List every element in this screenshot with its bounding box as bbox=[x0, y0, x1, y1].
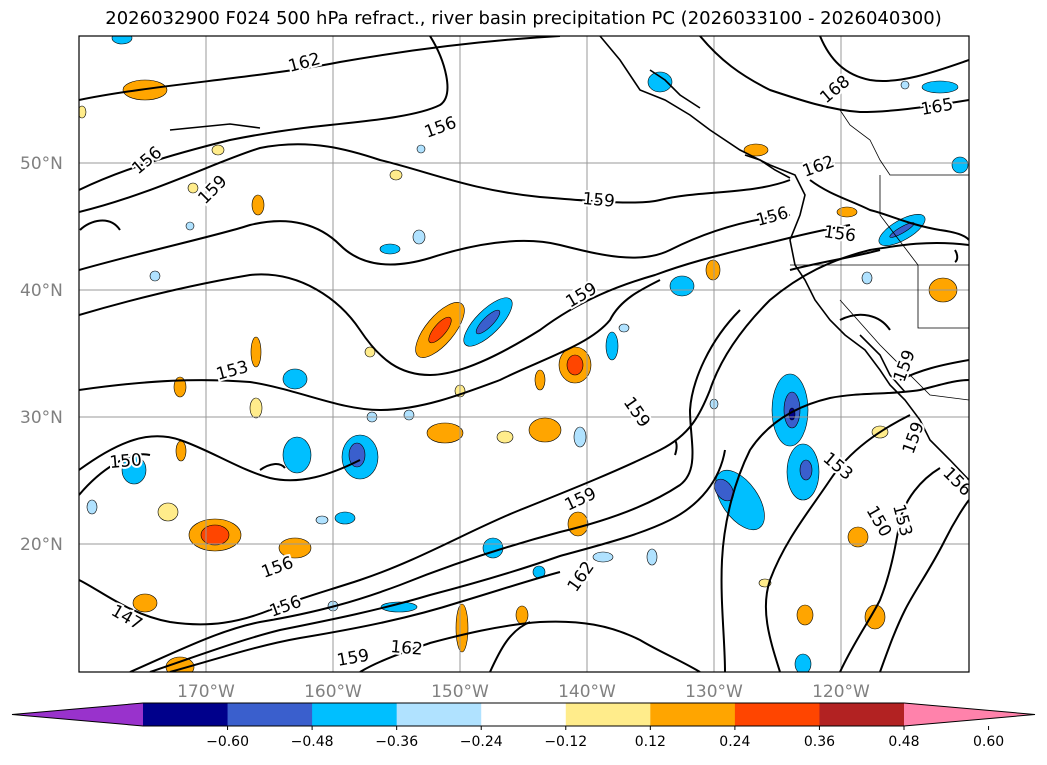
lat-label-40n: 40°N bbox=[20, 281, 63, 301]
lat-label-30n: 30°N bbox=[20, 408, 63, 428]
lat-label-20n: 20°N bbox=[20, 535, 63, 555]
graticule bbox=[79, 36, 969, 672]
svg-text:165: 165 bbox=[919, 95, 954, 120]
latitude-labels: 50°N 40°N 30°N 20°N bbox=[20, 154, 63, 555]
colorbar-segment bbox=[143, 703, 229, 726]
svg-text:150: 150 bbox=[109, 450, 143, 473]
colorbar-tick-label: −0.36 bbox=[375, 734, 418, 750]
colorbar-tick-label: −0.60 bbox=[206, 734, 249, 750]
colorbar-tick-label: 0.24 bbox=[719, 734, 750, 750]
lon-label-160w: 160°W bbox=[304, 682, 362, 702]
colorbar-tick-label: 0.12 bbox=[635, 734, 666, 750]
map-panel bbox=[79, 36, 969, 672]
precip-anomaly-layer bbox=[79, 36, 969, 672]
colorbar-segment bbox=[734, 703, 820, 726]
colorbar-segment bbox=[819, 703, 905, 726]
colorbar-tick-label: −0.24 bbox=[460, 734, 503, 750]
refractivity-contours bbox=[79, 36, 969, 672]
lon-label-140w: 140°W bbox=[558, 682, 616, 702]
state-borders bbox=[790, 109, 969, 401]
colorbar-segment bbox=[650, 703, 736, 726]
map-title: 2026032900 F024 500 hPa refract., river … bbox=[105, 8, 942, 29]
colorbar-tick-label: 0.48 bbox=[888, 734, 919, 750]
colorbar-tick-label: −0.12 bbox=[544, 734, 587, 750]
colorbar-tick-label: 0.60 bbox=[973, 734, 1004, 750]
colorbar-extend-max bbox=[904, 703, 1035, 726]
lon-label-170w: 170°W bbox=[177, 682, 235, 702]
map-frame bbox=[78, 35, 970, 673]
colorbar: −0.60 −0.48 −0.36 −0.24 −0.12 0.12 0.24 0.36 0.4… bbox=[11, 702, 1036, 750]
colorbar-segment bbox=[227, 703, 313, 726]
svg-text:162: 162 bbox=[390, 637, 424, 660]
lon-label-150w: 150°W bbox=[431, 682, 489, 702]
colorbar-segment bbox=[312, 703, 398, 726]
lat-label-50n: 50°N bbox=[20, 154, 63, 174]
colorbar-tick-label: −0.48 bbox=[291, 734, 334, 750]
lon-label-130w: 130°W bbox=[685, 682, 743, 702]
colorbar-outline bbox=[11, 702, 1036, 727]
colorbar-tick-label: 0.36 bbox=[804, 734, 835, 750]
svg-text:159: 159 bbox=[582, 189, 616, 212]
colorbar-segment bbox=[481, 703, 567, 726]
longitude-labels: 170°W 160°W 150°W 140°W 130°W 120°W bbox=[177, 682, 870, 702]
colorbar-segment bbox=[396, 703, 482, 726]
lon-label-120w: 120°W bbox=[812, 682, 870, 702]
colorbar-segment bbox=[565, 703, 651, 726]
colorbar-extend-min bbox=[12, 703, 143, 726]
